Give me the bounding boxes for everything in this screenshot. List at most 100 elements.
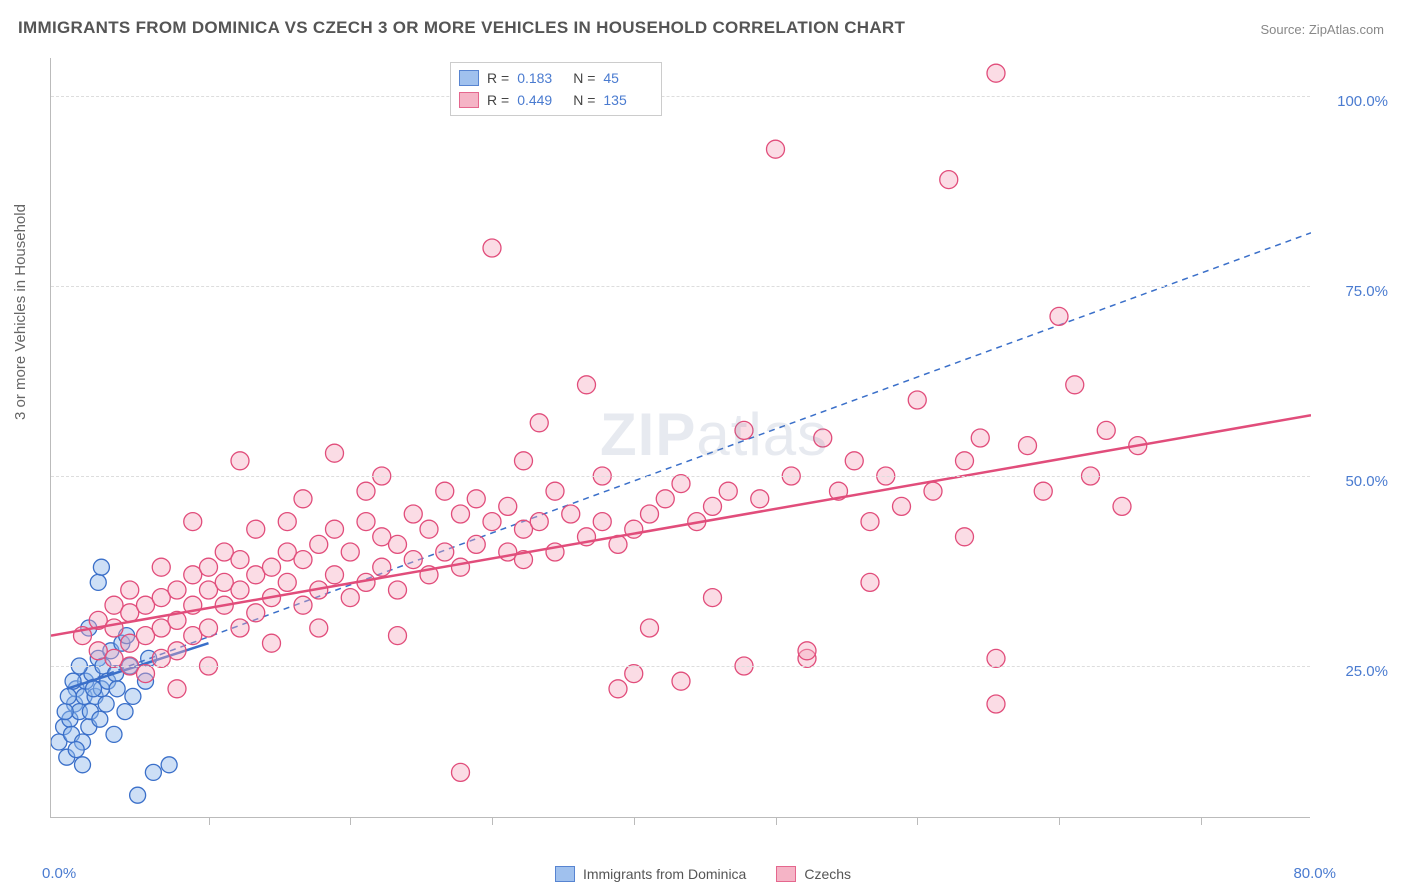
- data-point: [924, 482, 942, 500]
- data-point: [625, 665, 643, 683]
- data-point: [105, 619, 123, 637]
- r-label: R =: [487, 92, 509, 108]
- y-tick-label: 100.0%: [1337, 93, 1388, 110]
- x-tick: [209, 817, 210, 825]
- data-point: [326, 566, 344, 584]
- data-point: [231, 581, 249, 599]
- data-point: [861, 513, 879, 531]
- data-point: [247, 520, 265, 538]
- data-point: [161, 757, 177, 773]
- data-point: [326, 444, 344, 462]
- data-point: [798, 642, 816, 660]
- r-value: 0.449: [517, 92, 565, 108]
- data-point: [200, 558, 218, 576]
- r-label: R =: [487, 70, 509, 86]
- gridline: [51, 666, 1310, 667]
- legend-swatch: [459, 92, 479, 108]
- data-point: [987, 64, 1005, 82]
- data-point: [263, 634, 281, 652]
- series-legend: Immigrants from DominicaCzechs: [0, 866, 1406, 882]
- data-point: [908, 391, 926, 409]
- data-point: [404, 551, 422, 569]
- data-point: [704, 589, 722, 607]
- data-point: [530, 513, 548, 531]
- data-point: [90, 574, 106, 590]
- data-point: [247, 604, 265, 622]
- data-point: [672, 672, 690, 690]
- data-point: [704, 497, 722, 515]
- data-point: [515, 452, 533, 470]
- data-point: [117, 704, 133, 720]
- data-point: [310, 535, 328, 553]
- legend-item: Czechs: [776, 866, 851, 882]
- legend-swatch: [459, 70, 479, 86]
- data-point: [420, 520, 438, 538]
- data-point: [389, 627, 407, 645]
- data-point: [861, 573, 879, 591]
- data-point: [278, 573, 296, 591]
- data-point: [341, 589, 359, 607]
- n-value: 45: [603, 70, 651, 86]
- data-point: [168, 581, 186, 599]
- data-point: [893, 497, 911, 515]
- data-point: [184, 513, 202, 531]
- data-point: [152, 558, 170, 576]
- data-point: [294, 490, 312, 508]
- data-point: [578, 376, 596, 394]
- data-point: [68, 742, 84, 758]
- data-point: [125, 688, 141, 704]
- n-value: 135: [603, 92, 651, 108]
- data-point: [751, 490, 769, 508]
- data-point: [168, 642, 186, 660]
- data-point: [987, 649, 1005, 667]
- data-point: [1019, 437, 1037, 455]
- data-point: [467, 490, 485, 508]
- stats-legend: R =0.183N =45R =0.449N =135: [450, 62, 662, 116]
- data-point: [200, 619, 218, 637]
- data-point: [389, 581, 407, 599]
- data-point: [452, 505, 470, 523]
- legend-label: Czechs: [804, 866, 851, 882]
- data-point: [499, 497, 517, 515]
- data-point: [137, 665, 155, 683]
- data-point: [231, 452, 249, 470]
- data-point: [1097, 421, 1115, 439]
- gridline: [51, 286, 1310, 287]
- data-point: [60, 688, 76, 704]
- data-point: [609, 680, 627, 698]
- source-attribution: Source: ZipAtlas.com: [1260, 22, 1384, 37]
- y-tick-label: 75.0%: [1345, 283, 1388, 300]
- data-point: [278, 513, 296, 531]
- data-point: [263, 558, 281, 576]
- data-point: [767, 140, 785, 158]
- y-tick-label: 50.0%: [1345, 473, 1388, 490]
- x-tick: [1201, 817, 1202, 825]
- data-point: [719, 482, 737, 500]
- data-point: [436, 482, 454, 500]
- data-point: [735, 421, 753, 439]
- data-point: [326, 520, 344, 538]
- data-point: [641, 505, 659, 523]
- data-point: [452, 558, 470, 576]
- r-value: 0.183: [517, 70, 565, 86]
- data-point: [109, 681, 125, 697]
- data-point: [106, 726, 122, 742]
- x-tick: [492, 817, 493, 825]
- scatter-svg: [51, 58, 1311, 818]
- data-point: [1034, 482, 1052, 500]
- data-point: [452, 763, 470, 781]
- data-point: [483, 239, 501, 257]
- data-point: [168, 680, 186, 698]
- data-point: [845, 452, 863, 470]
- n-label: N =: [573, 70, 595, 86]
- stats-row: R =0.449N =135: [459, 89, 651, 111]
- data-point: [483, 513, 501, 531]
- data-point: [467, 535, 485, 553]
- data-point: [814, 429, 832, 447]
- x-tick: [917, 817, 918, 825]
- data-point: [956, 452, 974, 470]
- data-point: [940, 171, 958, 189]
- data-point: [956, 528, 974, 546]
- data-point: [310, 619, 328, 637]
- x-tick: [350, 817, 351, 825]
